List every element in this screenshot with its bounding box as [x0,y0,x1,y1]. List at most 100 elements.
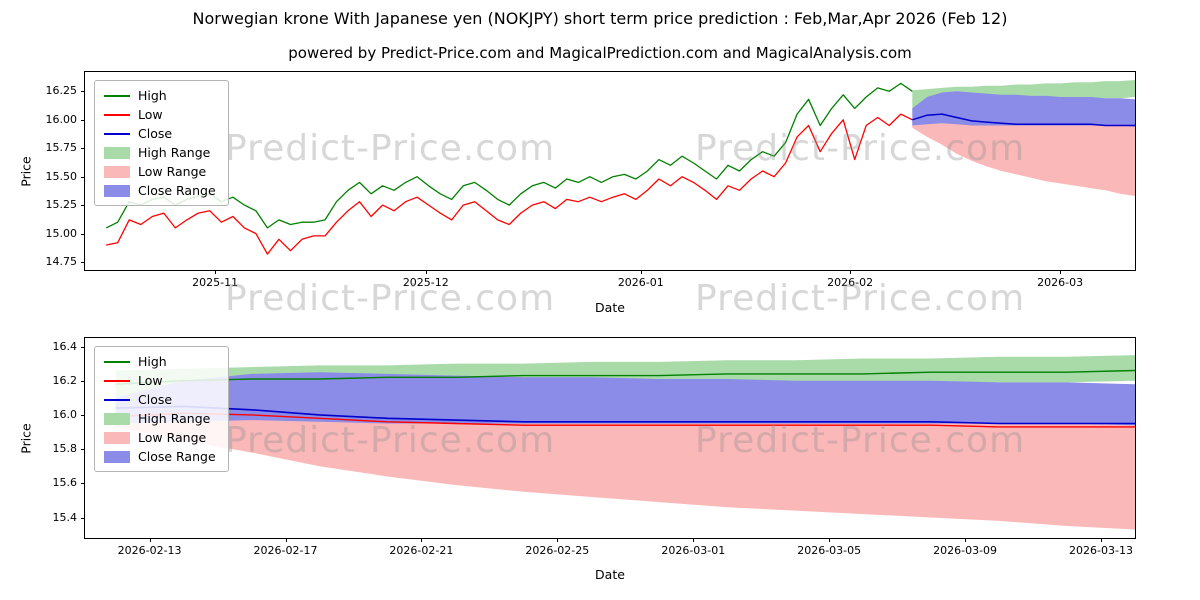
y-tick-mark [81,414,85,416]
bottom-chart-legend: High Low Close High Range Low Range Close Ran… [94,346,229,472]
x-tick-mark [421,538,423,542]
x-tick-label: 2026-02-25 [525,544,590,557]
watermark-text: Predict-Price.com [695,420,1026,461]
close-range-band [115,372,1135,426]
x-tick-mark [640,270,642,274]
legend-label: High [138,88,167,103]
close-line [115,405,1135,425]
y-tick-label: 15.25 [45,198,78,212]
x-tick-label: 2026-03-01 [661,544,726,557]
bottom-x-axis-label: Date [595,567,625,582]
legend-swatch-line [104,94,130,97]
figure-title: Norwegian krone With Japanese yen (NOKJP… [192,9,1008,28]
y-tick-label: 15.8 [52,442,78,456]
legend-swatch-patch [104,431,130,444]
x-tick-label: 2026-02-21 [389,544,454,557]
legend-label: Close [138,126,173,141]
x-tick-mark [965,538,967,542]
watermark-text: Predict-Price.com [225,420,556,461]
bottom-chart-canvas [115,355,1135,530]
x-tick-mark [215,270,217,274]
legend-swatch-line [104,360,130,363]
y-tick-label: 15.75 [45,141,78,155]
x-tick-mark [1060,270,1062,274]
watermark-text: Predict-Price.com [695,278,1026,319]
y-tick-mark [81,91,85,93]
legend-label: High Range [138,411,211,426]
x-tick-mark [850,270,852,274]
legend-swatch-patch [104,450,130,463]
x-tick-label: 2026-02-13 [117,544,182,557]
x-tick-mark [693,538,695,542]
low-line [115,412,1135,428]
close-range-band [912,91,1135,127]
low-range-band [912,119,1135,196]
watermark-text: Predict-Price.com [225,278,556,319]
y-tick-label: 16.0 [52,407,78,421]
watermark-text: Predict-Price.com [695,128,1026,169]
legend-label: Low [138,107,163,122]
legend-label: Close Range [138,183,216,198]
legend-item-high: High [104,354,216,369]
x-tick-label: 2025-12 [402,276,449,289]
legend-label: Low Range [138,164,207,179]
legend-item-low: Low [104,107,216,122]
legend-item-high-range: High Range [104,145,216,160]
legend-swatch-patch [104,146,130,159]
legend-item-low-range: Low Range [104,430,216,445]
y-tick-mark [81,483,85,485]
bottom-y-axis-label: Price [18,423,34,454]
figure-subtitle: powered by Predict-Price.com and Magical… [288,44,912,62]
top-x-axis-label: Date [595,300,625,315]
legend-swatch-line [104,398,130,401]
legend-swatch-patch [104,184,130,197]
y-tick-label: 16.2 [52,373,78,387]
y-tick-mark [81,517,85,519]
x-tick-label: 2026-02 [827,276,874,289]
legend-swatch-patch [104,165,130,178]
y-tick-mark [81,119,85,121]
top-y-axis-label: Price [18,156,34,187]
legend-label: Close Range [138,449,216,464]
x-tick-label: 2026-03-05 [797,544,862,557]
watermark-text: Predict-Price.com [225,128,556,169]
bottom-chart-plot [84,337,1136,539]
y-tick-mark [81,205,85,207]
x-tick-mark [149,538,151,542]
y-tick-label: 15.50 [45,169,78,183]
y-tick-label: 15.00 [45,226,78,240]
x-tick-label: 2025-11 [192,276,239,289]
y-tick-label: 16.4 [52,339,78,353]
y-tick-label: 16.25 [45,84,78,98]
high-line [105,82,913,229]
x-tick-label: 2026-03-13 [1069,544,1133,557]
close-line [912,113,1135,127]
y-tick-mark [81,176,85,178]
y-tick-label: 15.6 [52,476,78,490]
y-tick-mark [81,346,85,348]
low-range-band [115,414,1135,530]
x-tick-mark [1101,538,1102,542]
legend-item-close: Close [104,392,216,407]
top-chart-canvas [105,80,1135,255]
top-chart-plot [84,71,1136,271]
x-tick-mark [557,538,559,542]
legend-swatch-line [104,113,130,116]
x-tick-label: 2026-03-09 [933,544,998,557]
x-tick-label: 2026-02-17 [253,544,318,557]
legend-item-close-range: Close Range [104,183,216,198]
y-tick-mark [81,262,85,263]
y-tick-mark [81,233,85,235]
high-line [115,369,1135,385]
legend-swatch-line [104,132,130,135]
y-tick-mark [81,449,85,451]
x-tick-mark [285,538,287,542]
legend-item-high-range: High Range [104,411,216,426]
legend-swatch-line [104,379,130,382]
low-line [106,113,913,255]
legend-label: High Range [138,145,211,160]
y-tick-mark [81,380,85,382]
x-tick-mark [829,538,831,542]
